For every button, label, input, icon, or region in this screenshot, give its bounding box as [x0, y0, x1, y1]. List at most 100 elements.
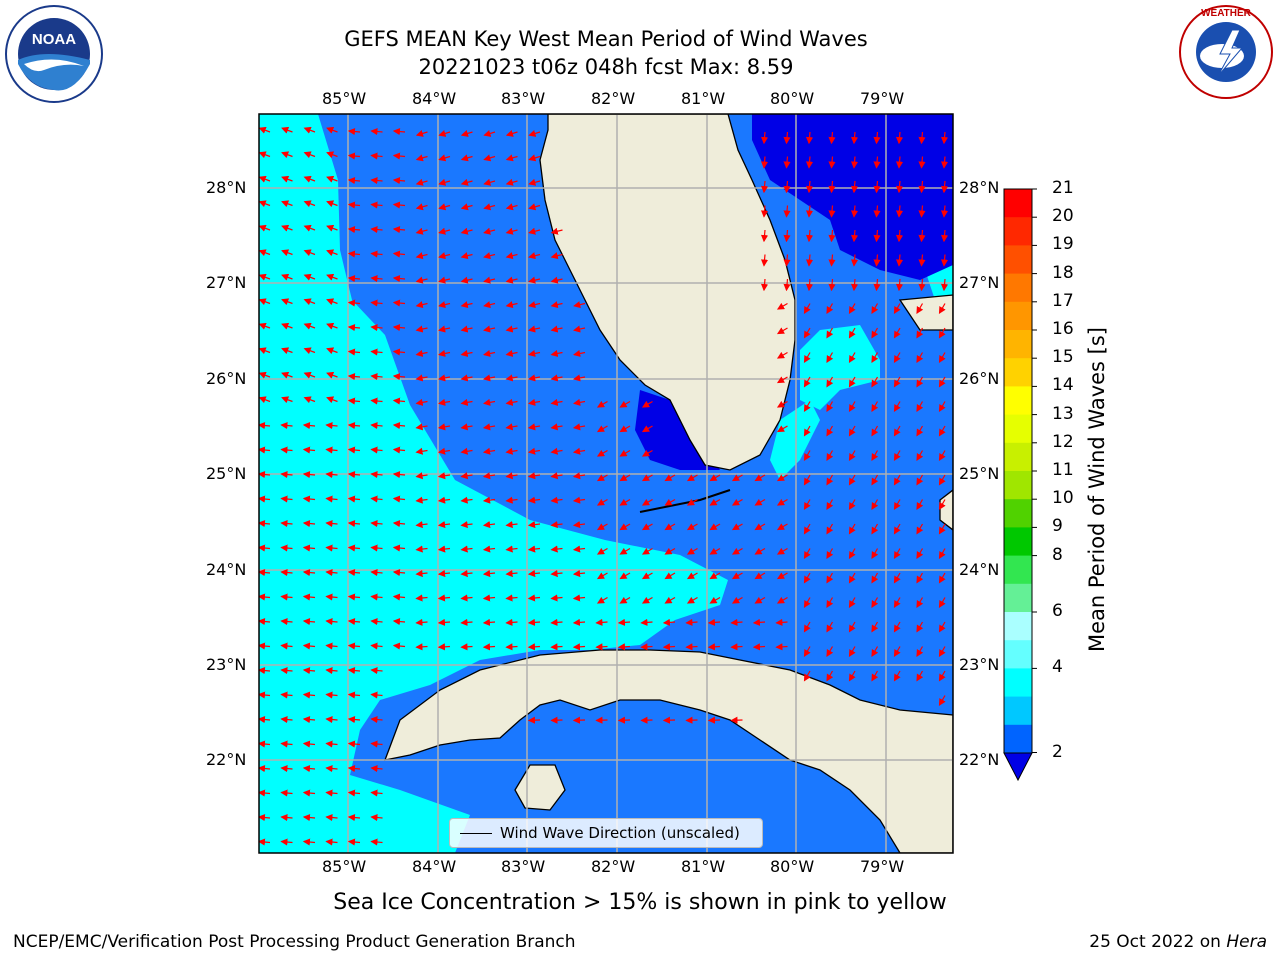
wave-direction-arrow — [938, 523, 946, 535]
wave-direction-arrow — [281, 273, 293, 281]
wave-direction-arrow — [916, 499, 924, 511]
colorbar-cell — [1004, 724, 1032, 754]
wave-direction-arrow — [803, 523, 811, 535]
colorbar-tick-label: 13 — [1052, 403, 1074, 424]
wave-direction-arrow — [940, 254, 949, 267]
wave-direction-arrow — [302, 568, 316, 577]
wave-direction-arrow — [325, 838, 338, 846]
wave-direction-arrow — [280, 715, 293, 724]
wave-direction-arrow — [437, 618, 451, 626]
wave-direction-arrow — [664, 523, 676, 531]
wave-direction-arrow — [873, 229, 881, 243]
wave-direction-arrow — [573, 301, 586, 309]
wave-direction-arrow — [438, 203, 451, 211]
wave-direction-arrow — [595, 618, 608, 626]
wave-direction-arrow — [871, 303, 879, 315]
wave-direction-arrow — [803, 303, 811, 315]
wave-direction-arrow — [572, 594, 586, 602]
colorbar-cell — [1004, 245, 1032, 275]
wave-direction-arrow — [437, 545, 451, 553]
wave-direction-arrow — [259, 200, 271, 208]
wave-direction-arrow — [259, 617, 271, 626]
footer-left: NCEP/EMC/Verification Post Processing Pr… — [13, 932, 576, 952]
wave-direction-arrow — [483, 301, 496, 309]
wave-direction-arrow — [482, 521, 496, 529]
colorbar-tick-label: 14 — [1052, 375, 1074, 396]
wave-direction-arrow — [893, 352, 901, 364]
wave-direction-arrow — [415, 618, 428, 626]
wave-direction-arrow — [482, 423, 496, 431]
wave-direction-arrow — [918, 254, 926, 267]
wave-direction-arrow — [619, 498, 631, 506]
wave-direction-arrow — [895, 254, 904, 267]
wave-direction-arrow — [873, 180, 881, 194]
lat-label-left: 27°N — [206, 273, 247, 292]
wave-direction-arrow — [347, 740, 361, 748]
wave-direction-arrow — [783, 180, 791, 194]
wave-direction-arrow — [805, 131, 814, 145]
wave-direction-arrow — [731, 474, 743, 482]
wave-direction-arrow — [848, 376, 856, 388]
wave-direction-arrow — [370, 495, 383, 503]
wave-direction-arrow — [619, 474, 631, 482]
noaa-logo: NOAA — [5, 5, 103, 103]
wave-direction-arrow — [893, 474, 901, 486]
wave-direction-arrow — [918, 131, 926, 145]
wave-direction-arrow — [662, 618, 676, 626]
wave-direction-arrow — [826, 646, 834, 658]
wave-direction-arrow — [528, 325, 541, 333]
wave-direction-arrow — [938, 376, 946, 388]
wave-direction-arrow — [709, 547, 721, 555]
wave-direction-arrow — [752, 643, 766, 651]
wave-direction-arrow — [916, 303, 924, 315]
wave-direction-arrow — [415, 349, 428, 357]
wave-direction-arrow — [550, 423, 563, 431]
wave-direction-arrow — [826, 474, 834, 486]
wave-direction-arrow — [259, 298, 271, 306]
wave-direction-arrow — [893, 450, 901, 462]
wave-direction-arrow — [940, 229, 949, 243]
legend-label: Wind Wave Direction (unscaled) — [500, 824, 740, 842]
chart-subtitle: 20221023 t06z 048h fcst Max: 8.59 — [418, 55, 794, 79]
wave-direction-arrow — [760, 229, 769, 243]
colorbar-cell — [1004, 217, 1032, 246]
wave-direction-arrow — [370, 127, 383, 136]
wave-direction-arrow — [895, 229, 904, 243]
colorbar-tick-label: 10 — [1052, 488, 1074, 509]
wave-direction-arrow — [775, 618, 788, 626]
lon-label-top: 83°W — [501, 89, 546, 108]
wave-direction-arrow — [347, 274, 361, 283]
colorbar-tick-label: 6 — [1052, 601, 1063, 621]
wave-direction-arrow — [938, 695, 946, 707]
wave-direction-arrow — [550, 398, 563, 406]
wave-direction-arrow — [302, 789, 316, 797]
wave-direction-arrow — [893, 425, 901, 437]
wave-direction-arrow — [803, 352, 811, 364]
wave-direction-arrow — [347, 568, 361, 577]
colorbar-cell — [1004, 189, 1032, 218]
wave-direction-arrow — [259, 273, 271, 281]
lon-label-bottom: 80°W — [770, 857, 815, 876]
wave-direction-arrow — [803, 474, 811, 486]
wave-direction-arrow — [916, 401, 924, 413]
wave-direction-arrow — [848, 352, 856, 364]
wave-direction-arrow — [325, 617, 338, 626]
wave-direction-arrow — [783, 278, 791, 292]
wave-direction-arrow — [938, 548, 946, 560]
wave-direction-arrow — [505, 569, 518, 578]
wave-direction-arrow — [783, 254, 791, 267]
wave-direction-arrow — [776, 351, 788, 359]
wave-direction-arrow — [303, 249, 316, 257]
wave-direction-arrow — [347, 299, 361, 307]
wave-direction-arrow — [550, 325, 563, 333]
wave-direction-arrow — [916, 327, 924, 339]
svg-text:WEATHER: WEATHER — [1201, 8, 1252, 19]
lat-label-left: 25°N — [206, 464, 247, 483]
wave-direction-arrow — [760, 156, 769, 169]
colorbar-cell — [1004, 471, 1032, 500]
wave-direction-arrow — [325, 568, 338, 577]
wave-direction-arrow — [460, 301, 473, 309]
wave-direction-arrow — [370, 323, 383, 332]
wave-direction-arrow — [482, 545, 496, 553]
colorbar-cell — [1004, 640, 1032, 669]
